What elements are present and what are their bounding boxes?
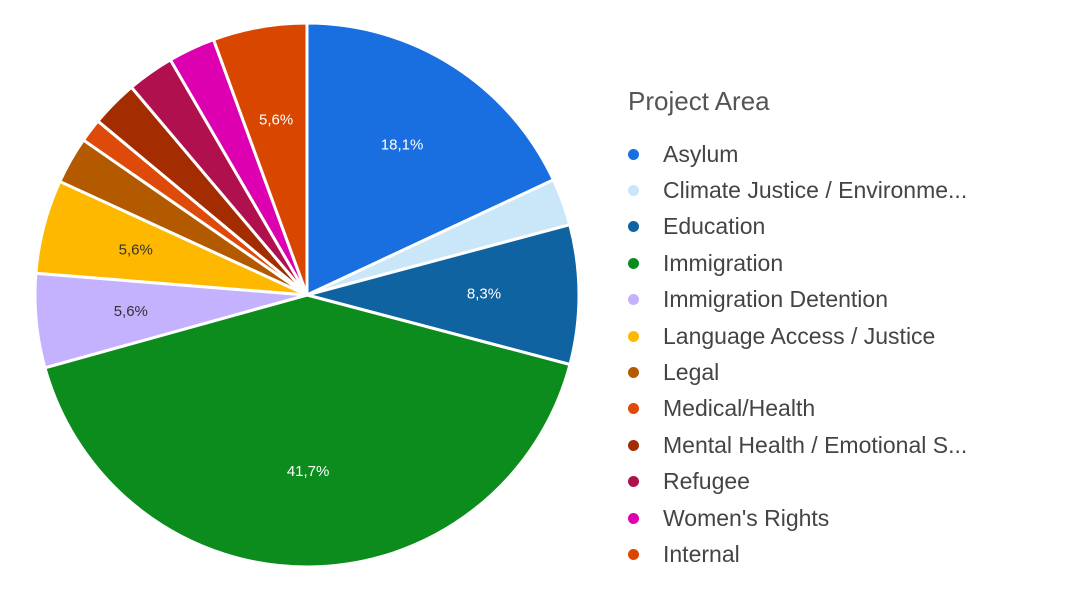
legend-label: Women's Rights — [663, 504, 830, 531]
legend-label: Legal — [663, 359, 720, 386]
legend-label: Climate Justice / Environme... — [663, 177, 968, 204]
legend-item-immigration[interactable]: Immigration — [628, 245, 1068, 281]
pie-chart: 18,1% 8,3% 41,7% 5,6% 5,6% 5,6% — [33, 21, 581, 569]
legend-item-womens-rights[interactable]: Women's Rights — [628, 500, 1068, 536]
pie-data-label: 8,3% — [467, 286, 501, 303]
legend-marker-icon — [628, 294, 639, 306]
legend-marker-icon — [628, 221, 639, 233]
legend-label: Internal — [663, 540, 740, 567]
legend-label: Asylum — [663, 140, 739, 167]
legend-item-legal[interactable]: Legal — [628, 354, 1068, 390]
pie-slice-immigration[interactable] — [43, 293, 572, 569]
pie-slice-education[interactable] — [305, 223, 581, 367]
legend-marker-icon — [628, 512, 639, 524]
legend-item-language-access[interactable]: Language Access / Justice — [628, 318, 1068, 354]
legend-label: Refugee — [663, 468, 750, 495]
pie-data-label: 18,1% — [381, 137, 424, 154]
pie-slice-asylum[interactable] — [305, 21, 555, 297]
legend-label: Medical/Health — [663, 395, 816, 422]
pie-data-label: 5,6% — [119, 241, 153, 258]
legend-marker-icon — [628, 476, 639, 488]
pie-data-label: 5,6% — [114, 303, 148, 320]
pie-data-label: 41,7% — [287, 463, 330, 480]
legend-marker-icon — [628, 403, 639, 415]
legend-item-mental-health[interactable]: Mental Health / Emotional S... — [628, 427, 1068, 463]
legend-title: Project Area — [628, 86, 770, 116]
legend-marker-icon — [628, 330, 639, 342]
pie-labels: 18,1% 8,3% 41,7% 5,6% 5,6% 5,6% — [114, 112, 501, 480]
legend-label: Education — [663, 213, 766, 240]
pie-slices — [33, 21, 581, 569]
legend-marker-icon — [628, 548, 639, 560]
legend-item-education[interactable]: Education — [628, 209, 1068, 245]
legend-label: Language Access / Justice — [663, 322, 936, 349]
legend-label: Immigration — [663, 249, 784, 276]
legend-list: Asylum Climate Justice / Environme... Ed… — [628, 136, 1068, 573]
pie-data-label: 5,6% — [259, 112, 293, 129]
legend-marker-icon — [628, 185, 639, 197]
legend-item-immigration-detention[interactable]: Immigration Detention — [628, 282, 1068, 318]
legend: Project Area Asylum Climate Justice / En… — [628, 84, 1068, 573]
legend-label: Mental Health / Emotional S... — [663, 431, 968, 458]
pie-slice-internal[interactable] — [212, 21, 309, 297]
legend-item-asylum[interactable]: Asylum — [628, 136, 1068, 172]
legend-marker-icon — [628, 439, 639, 451]
legend-item-climate-justice[interactable]: Climate Justice / Environme... — [628, 172, 1068, 208]
legend-label: Immigration Detention — [663, 286, 888, 313]
legend-marker-icon — [628, 367, 639, 379]
legend-item-medical-health[interactable]: Medical/Health — [628, 391, 1068, 427]
legend-item-refugee[interactable]: Refugee — [628, 464, 1068, 500]
legend-marker-icon — [628, 148, 639, 160]
legend-marker-icon — [628, 257, 639, 269]
legend-item-internal[interactable]: Internal — [628, 536, 1068, 572]
